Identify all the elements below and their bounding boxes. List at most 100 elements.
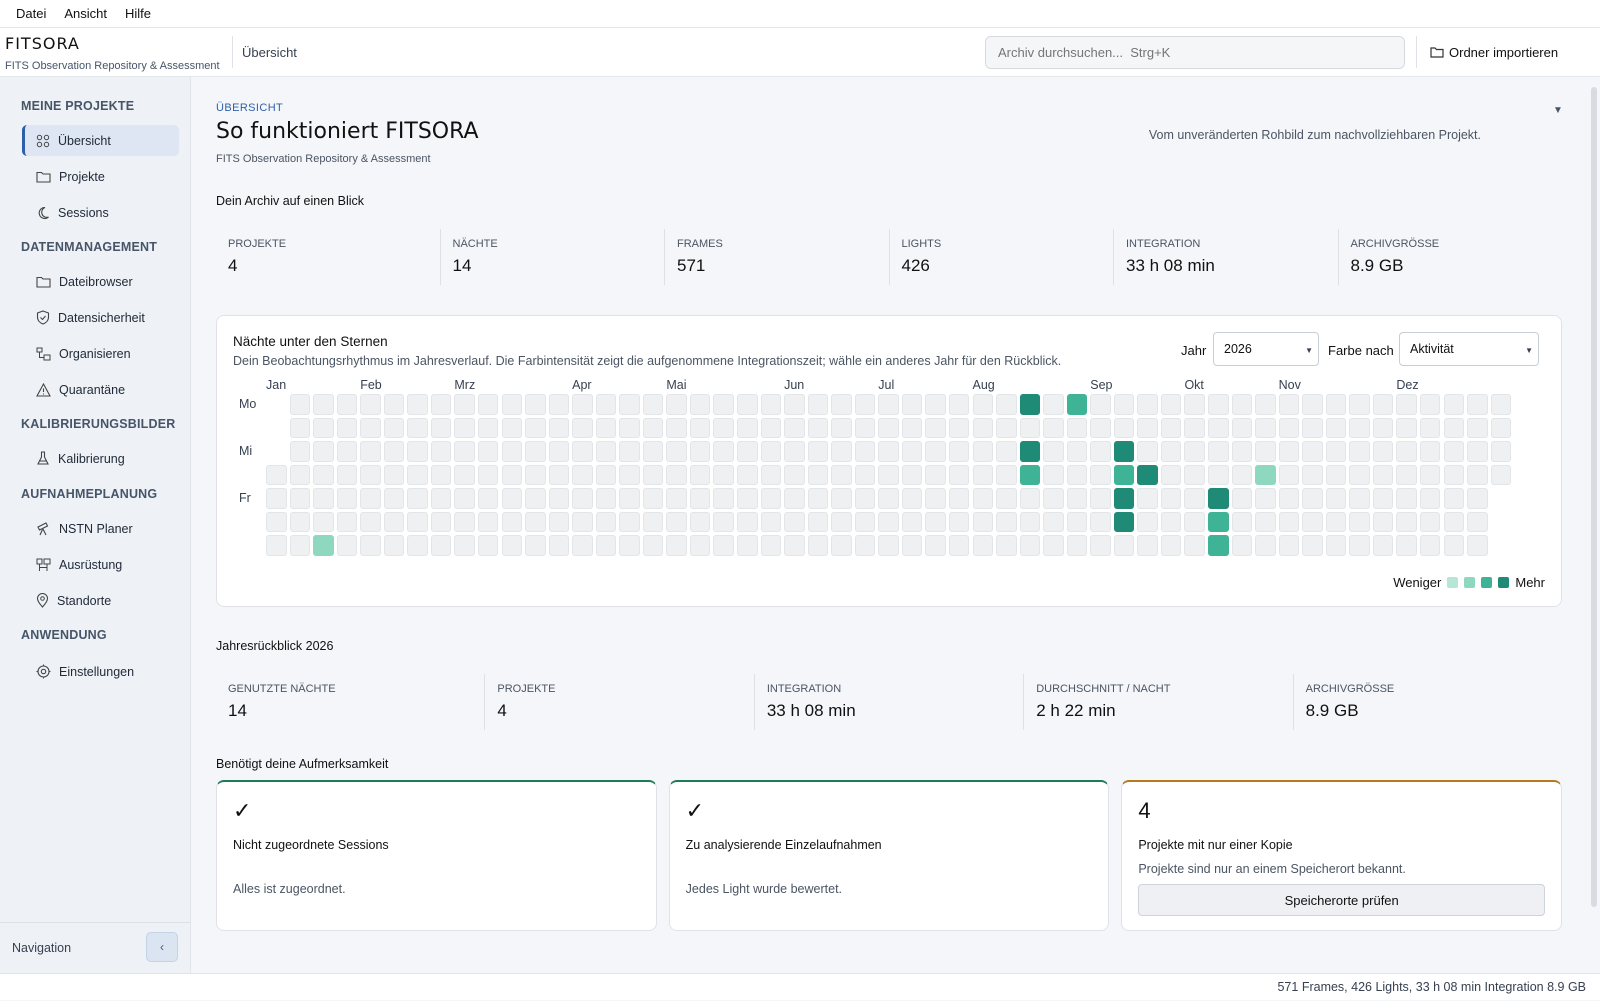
heatmap-cell[interactable]	[1043, 511, 1064, 533]
sidebar-item-datensicherheit[interactable]: Datensicherheit	[22, 302, 179, 333]
heatmap-cell[interactable]	[1372, 441, 1394, 462]
heatmap-cell[interactable]	[501, 535, 522, 556]
heatmap-cell[interactable]	[1419, 394, 1441, 415]
heatmap-cell[interactable]	[1278, 511, 1300, 533]
heatmap-cell[interactable]	[1278, 535, 1300, 556]
heatmap-cell[interactable]	[642, 441, 664, 462]
heatmap-cell[interactable]	[972, 488, 993, 509]
heatmap-cell[interactable]	[525, 511, 546, 533]
heatmap-cell[interactable]	[1160, 464, 1182, 486]
heatmap-cell[interactable]	[972, 417, 993, 439]
heatmap-cell[interactable]	[1302, 417, 1323, 439]
heatmap-cell[interactable]	[948, 535, 970, 556]
heatmap-cell[interactable]	[1066, 441, 1088, 462]
heatmap-cell[interactable]	[1184, 535, 1205, 556]
heatmap-cell[interactable]	[948, 464, 970, 486]
heatmap-cell[interactable]	[1113, 441, 1135, 462]
heatmap-cell[interactable]	[1043, 488, 1064, 509]
heatmap-cell[interactable]	[1278, 464, 1300, 486]
heatmap-cell[interactable]	[831, 535, 852, 556]
heatmap-cell[interactable]	[313, 488, 334, 509]
heatmap-cell[interactable]	[642, 511, 664, 533]
heatmap-cell[interactable]	[1419, 511, 1441, 533]
heatmap-cell[interactable]	[266, 511, 287, 533]
heatmap-cell[interactable]	[336, 394, 358, 415]
heatmap-cell[interactable]	[289, 441, 311, 462]
heatmap-cell[interactable]	[760, 464, 782, 486]
heatmap-cell[interactable]	[1208, 394, 1229, 415]
heatmap-cell[interactable]	[619, 441, 640, 462]
heatmap-cell[interactable]	[477, 511, 499, 533]
heatmap-cell[interactable]	[1113, 535, 1135, 556]
heatmap-cell[interactable]	[595, 535, 617, 556]
heatmap-cell[interactable]	[948, 441, 970, 462]
heatmap-cell[interactable]	[1160, 488, 1182, 509]
heatmap-cell[interactable]	[548, 488, 570, 509]
heatmap-cell[interactable]	[948, 511, 970, 533]
heatmap-cell[interactable]	[996, 488, 1017, 509]
heatmap-cell[interactable]	[525, 488, 546, 509]
heatmap-cell[interactable]	[430, 441, 452, 462]
heatmap-cell[interactable]	[430, 535, 452, 556]
heatmap-cell[interactable]	[996, 511, 1017, 533]
heatmap-cell[interactable]	[1372, 417, 1394, 439]
heatmap-cell[interactable]	[1443, 488, 1464, 509]
heatmap-cell[interactable]	[901, 464, 923, 486]
heatmap-cell[interactable]	[407, 394, 428, 415]
heatmap-cell[interactable]	[642, 488, 664, 509]
heatmap-cell[interactable]	[1066, 417, 1088, 439]
heatmap-cell[interactable]	[1302, 464, 1323, 486]
heatmap-cell[interactable]	[1325, 441, 1347, 462]
sidebar-item-ausruestung[interactable]: Ausrüstung	[22, 549, 179, 580]
heatmap-cell[interactable]	[831, 464, 852, 486]
heatmap-cell[interactable]	[266, 464, 287, 486]
heatmap-cell[interactable]	[619, 488, 640, 509]
heatmap-cell[interactable]	[1419, 441, 1441, 462]
heatmap-cell[interactable]	[1090, 488, 1111, 509]
heatmap-cell[interactable]	[407, 488, 428, 509]
heatmap-cell[interactable]	[642, 535, 664, 556]
heatmap-cell[interactable]	[430, 511, 452, 533]
heatmap-cell[interactable]	[383, 535, 405, 556]
heatmap-cell[interactable]	[1372, 535, 1394, 556]
heatmap-cell[interactable]	[972, 441, 993, 462]
heatmap-cell[interactable]	[689, 441, 711, 462]
heatmap-cell[interactable]	[548, 464, 570, 486]
heatmap-cell[interactable]	[1090, 394, 1111, 415]
search-input[interactable]	[985, 36, 1405, 69]
heatmap-cell[interactable]	[1255, 394, 1276, 415]
heatmap-cell[interactable]	[360, 417, 381, 439]
heatmap-cell[interactable]	[737, 417, 758, 439]
heatmap-cell[interactable]	[1113, 511, 1135, 533]
heatmap-cell[interactable]	[1208, 417, 1229, 439]
heatmap-cell[interactable]	[360, 535, 381, 556]
heatmap-cell[interactable]	[948, 488, 970, 509]
heatmap-cell[interactable]	[407, 511, 428, 533]
heatmap-cell[interactable]	[854, 394, 876, 415]
heatmap-cell[interactable]	[1278, 488, 1300, 509]
chevron-down-icon[interactable]: ▼	[1553, 105, 1563, 116]
heatmap-cell[interactable]	[1019, 394, 1041, 415]
heatmap-cell[interactable]	[289, 417, 311, 439]
heatmap-cell[interactable]	[1184, 394, 1205, 415]
heatmap-cell[interactable]	[336, 488, 358, 509]
heatmap-cell[interactable]	[1231, 488, 1253, 509]
heatmap-cell[interactable]	[948, 394, 970, 415]
heatmap-cell[interactable]	[1090, 417, 1111, 439]
heatmap-cell[interactable]	[336, 511, 358, 533]
heatmap-cell[interactable]	[1302, 511, 1323, 533]
heatmap-cell[interactable]	[666, 394, 687, 415]
heatmap-cell[interactable]	[313, 535, 334, 556]
heatmap-cell[interactable]	[1396, 417, 1417, 439]
heatmap-cell[interactable]	[878, 394, 899, 415]
heatmap-cell[interactable]	[807, 488, 829, 509]
heatmap-cell[interactable]	[619, 535, 640, 556]
heatmap-cell[interactable]	[737, 441, 758, 462]
heatmap-cell[interactable]	[901, 394, 923, 415]
heatmap-cell[interactable]	[1467, 464, 1488, 486]
heatmap-cell[interactable]	[1349, 488, 1370, 509]
heatmap-cell[interactable]	[1443, 417, 1464, 439]
heatmap-cell[interactable]	[595, 511, 617, 533]
heatmap-cell[interactable]	[1419, 535, 1441, 556]
heatmap-cell[interactable]	[925, 535, 946, 556]
